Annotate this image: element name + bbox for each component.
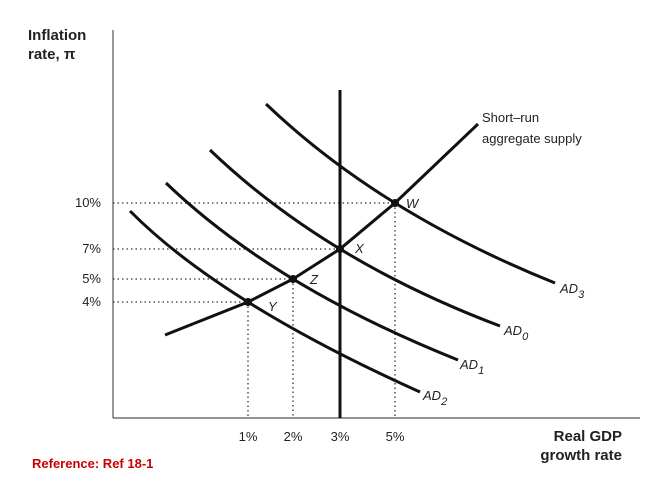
guide-lines: [113, 202, 396, 418]
point-label: W: [406, 196, 420, 211]
x-tick-label: 3%: [331, 429, 350, 444]
y-tick-label: 4%: [82, 294, 101, 309]
y-axis-title: Inflation: [28, 27, 86, 44]
x-axis-title: Real GDP: [554, 428, 622, 445]
y-axis-title: rate, π: [28, 46, 76, 63]
sras-label: Short–run: [482, 110, 539, 125]
points: [244, 199, 399, 306]
y-tick-label: 10%: [75, 195, 101, 210]
point-label: Y: [268, 299, 278, 314]
sras-curve: [164, 122, 480, 337]
sras-label: aggregate supply: [482, 131, 582, 146]
y-tick-label: 5%: [82, 271, 101, 286]
x-tick-label: 2%: [284, 429, 303, 444]
reference: Reference: Ref 18-1: [32, 456, 153, 471]
x-tick-label: 5%: [386, 429, 405, 444]
point-label: Z: [309, 272, 319, 287]
ad-label: AD2: [422, 388, 447, 408]
y-tick-label: 7%: [82, 241, 101, 256]
x-axis-title: growth rate: [540, 447, 622, 464]
ad-label: AD0: [503, 323, 529, 343]
ad-label: AD1: [459, 357, 484, 377]
ad-label: AD3: [559, 281, 585, 301]
x-tick-label: 1%: [239, 429, 258, 444]
point-label: X: [354, 241, 365, 256]
